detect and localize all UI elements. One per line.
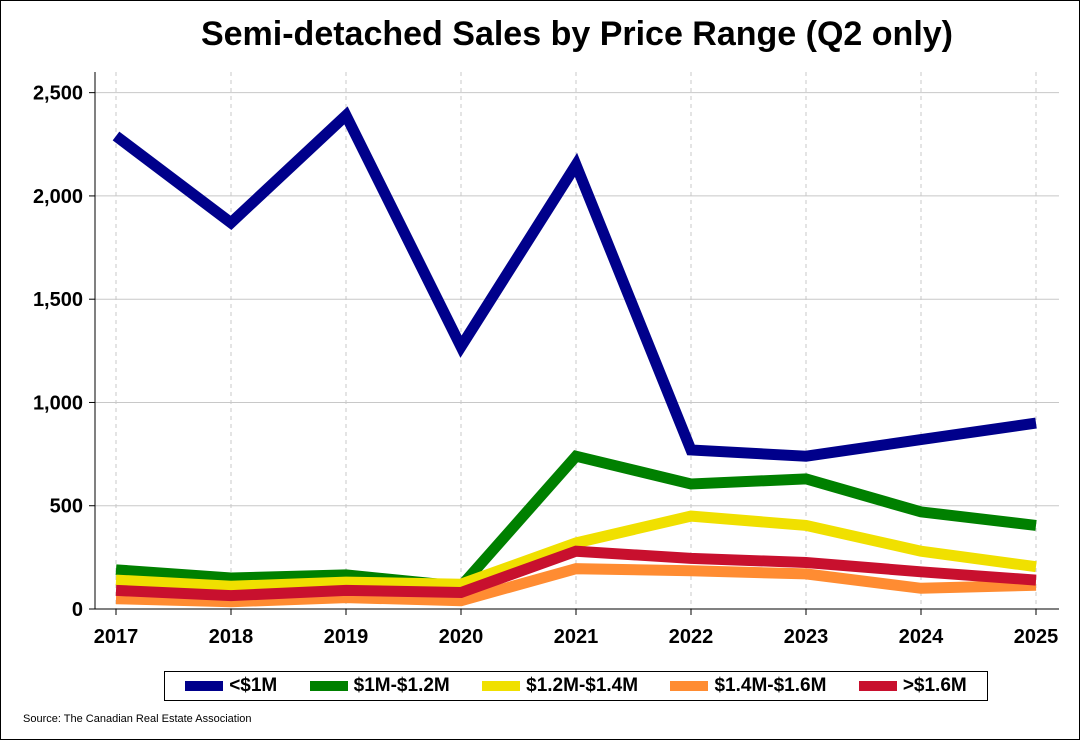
- x-tick-label: 2025: [1014, 626, 1059, 648]
- x-tick-label: 2022: [669, 626, 714, 648]
- y-tick-label: 500: [50, 496, 83, 518]
- source-note: Source: The Canadian Real Estate Associa…: [23, 713, 252, 725]
- legend-swatch: [670, 681, 709, 691]
- legend-label: $1.4M-$1.6M: [714, 675, 827, 696]
- y-tick-label: 1,500: [33, 289, 83, 311]
- legend-item: $1M-$1.2M: [309, 675, 450, 697]
- legend-swatch: [858, 681, 897, 691]
- legend-item: $1.2M-$1.4M: [482, 675, 638, 697]
- legend-swatch: [482, 681, 521, 691]
- x-tick-label: 2018: [209, 626, 254, 648]
- y-tick-label: 2,500: [33, 83, 83, 105]
- x-tick-label: 2021: [554, 626, 599, 648]
- legend-label: >$1.6M: [902, 675, 967, 696]
- x-tick-label: 2024: [899, 626, 944, 648]
- y-tick-label: 2,000: [33, 186, 83, 208]
- x-tick-label: 2023: [784, 626, 829, 648]
- y-tick-label: 0: [72, 599, 83, 621]
- series-line-0: [112, 106, 1037, 462]
- x-tick-label: 2017: [94, 626, 139, 648]
- legend-swatch: [185, 681, 224, 691]
- y-tick-label: 1,000: [33, 392, 83, 414]
- series-line-4: [115, 545, 1037, 602]
- series-line-3: [115, 563, 1037, 608]
- series-line-1: [115, 450, 1037, 593]
- legend-swatch: [309, 681, 348, 691]
- x-tick-label: 2019: [324, 626, 369, 648]
- legend-item: $1.4M-$1.6M: [670, 675, 826, 697]
- legend-label: $1.2M-$1.4M: [526, 675, 639, 696]
- x-tick-label: 2020: [439, 626, 484, 648]
- chart-title: Semi-detached Sales by Price Range (Q2 o…: [200, 15, 954, 53]
- legend-label: $1M-$1.2M: [353, 675, 450, 696]
- legend-label: <$1M: [229, 675, 278, 696]
- chart-legend: <$1M $1M-$1.2M $1.2M-$1.4M $1.4M-$1.6M >$1.6…: [164, 671, 988, 701]
- legend-item: <$1M: [185, 675, 277, 697]
- series-line-2: [115, 510, 1037, 592]
- legend-item: >$1.6M: [858, 675, 967, 697]
